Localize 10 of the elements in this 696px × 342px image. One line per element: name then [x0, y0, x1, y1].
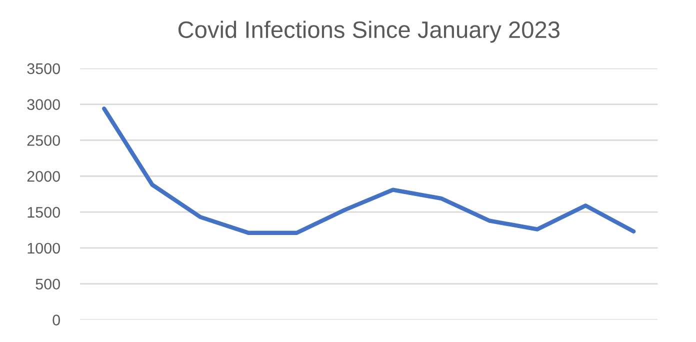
line-series	[102, 106, 636, 235]
y-tick-label: 3000	[27, 99, 60, 110]
y-tick-label: 3500	[27, 63, 60, 74]
chart-title: Covid Infections Since January 2023	[178, 20, 560, 43]
y-tick-label: 0	[52, 314, 60, 326]
y-tick-label: 1000	[28, 242, 60, 254]
y-tick-label: 1500	[28, 206, 60, 218]
y-tick-label: 500	[36, 278, 60, 290]
y-tick-label: 2500	[27, 135, 60, 146]
y-tick-label: 2000	[27, 171, 60, 182]
